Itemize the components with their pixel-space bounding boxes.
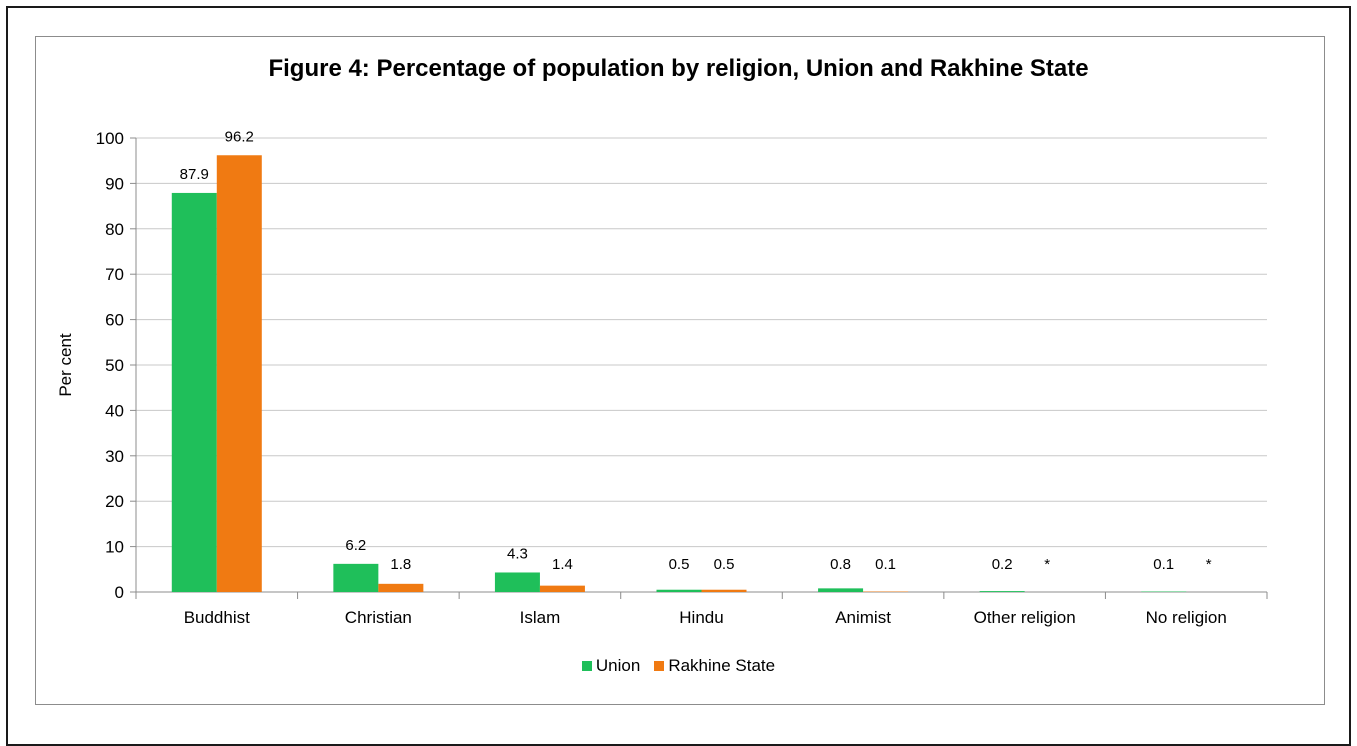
legend-label-union: Union — [596, 656, 640, 676]
bar-union — [657, 590, 702, 592]
y-tick-label: 40 — [105, 401, 124, 420]
bar-union — [333, 564, 378, 592]
y-tick-label: 60 — [105, 311, 124, 330]
data-label-union: 0.1 — [1153, 556, 1174, 573]
data-label-rakhine-state: 0.5 — [714, 556, 735, 573]
bar-rakhine-state — [702, 590, 747, 592]
x-tick-label: Islam — [520, 608, 561, 627]
data-label-union: 87.9 — [180, 166, 209, 183]
bar-chart: 0 10 20 30 40 50 60 70 80 90 100 Per cent Buddhist Ch… — [0, 0, 1357, 731]
data-label-rakhine-state: 96.2 — [225, 128, 254, 145]
y-tick-label: 30 — [105, 447, 124, 466]
data-label-union: 0.8 — [830, 556, 851, 573]
legend-item-rakhine-state: Rakhine State — [654, 656, 775, 676]
y-tick-label: 50 — [105, 356, 124, 375]
data-label-rakhine-state: * — [1044, 556, 1050, 573]
data-label-union: 0.5 — [669, 556, 690, 573]
data-label-rakhine-state: * — [1206, 556, 1212, 573]
legend-label-rakhine-state: Rakhine State — [668, 656, 775, 676]
x-tick-label: Buddhist — [184, 608, 250, 627]
x-tick-label: Other religion — [974, 608, 1076, 627]
data-label-rakhine-state: 1.8 — [390, 556, 411, 573]
data-label-rakhine-state: 0.1 — [875, 556, 896, 573]
bar-union — [495, 572, 540, 592]
data-label-union: 4.3 — [507, 545, 528, 562]
legend-item-union: Union — [582, 656, 640, 676]
bar-rakhine-state — [378, 584, 423, 592]
x-tick-label: Christian — [345, 608, 412, 627]
x-tick-label: No religion — [1146, 608, 1227, 627]
bar-rakhine-state — [540, 586, 585, 592]
bar-union — [818, 588, 863, 592]
y-axis-label: Per cent — [56, 333, 75, 397]
y-tick-label: 0 — [115, 583, 124, 602]
y-tick-label: 20 — [105, 492, 124, 511]
bar-union — [980, 591, 1025, 592]
y-tick-label: 100 — [96, 129, 124, 148]
legend-swatch-union — [582, 661, 592, 671]
y-tick-label: 10 — [105, 538, 124, 557]
y-tick-label: 80 — [105, 220, 124, 239]
data-label-rakhine-state: 1.4 — [552, 556, 573, 573]
legend: Union Rakhine State — [0, 656, 1357, 676]
bar-rakhine-state — [217, 155, 262, 592]
bar-union — [172, 193, 217, 592]
x-tick-label: Hindu — [679, 608, 723, 627]
y-tick-label: 70 — [105, 265, 124, 284]
data-label-union: 6.2 — [345, 537, 366, 554]
legend-swatch-rakhine-state — [654, 661, 664, 671]
y-tick-label: 90 — [105, 174, 124, 193]
data-label-union: 0.2 — [992, 556, 1013, 573]
x-tick-label: Animist — [835, 608, 891, 627]
